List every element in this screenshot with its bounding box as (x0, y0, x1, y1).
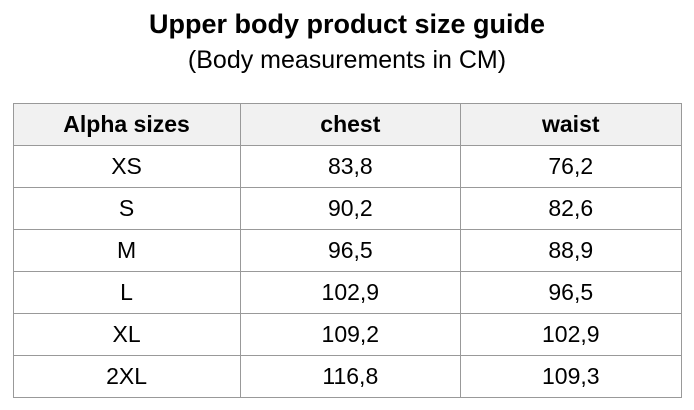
waist-cell: 88,9 (460, 229, 682, 272)
table-row: M 96,5 88,9 (12, 229, 682, 272)
table-header-row: Alpha sizes chest waist (12, 103, 682, 146)
size-cell: 2XL (12, 355, 241, 398)
page-title: Upper body product size guide (148, 9, 546, 39)
table-row: S 90,2 82,6 (12, 187, 682, 230)
size-cell: XL (12, 313, 241, 356)
waist-cell: 109,3 (460, 355, 682, 398)
waist-cell: 102,9 (460, 313, 682, 356)
chest-cell: 109,2 (239, 313, 462, 356)
size-guide-table: Alpha sizes chest waist XS 83,8 76,2 S 9… (12, 103, 682, 398)
size-cell: S (12, 187, 241, 230)
waist-cell: 76,2 (460, 145, 682, 188)
table-row: XL 109,2 102,9 (12, 313, 682, 356)
size-cell: XS (12, 145, 241, 188)
waist-cell: 82,6 (460, 187, 682, 230)
chest-cell: 90,2 (239, 187, 462, 230)
chest-cell: 102,9 (239, 271, 462, 314)
chest-cell: 96,5 (239, 229, 462, 272)
waist-cell: 96,5 (460, 271, 682, 314)
table-row: XS 83,8 76,2 (12, 145, 682, 188)
chest-cell: 83,8 (239, 145, 462, 188)
size-cell: M (12, 229, 241, 272)
page-subtitle: (Body measurements in CM) (187, 46, 507, 74)
size-cell: L (12, 271, 241, 314)
table-row: L 102,9 96,5 (12, 271, 682, 314)
header-waist: waist (460, 103, 682, 146)
chest-cell: 116,8 (239, 355, 462, 398)
size-guide-page: Upper body product size guide (Body meas… (0, 8, 694, 410)
table-row: 2XL 116,8 109,3 (12, 355, 682, 398)
header-alpha-sizes: Alpha sizes (12, 103, 241, 146)
header-chest: chest (239, 103, 462, 146)
